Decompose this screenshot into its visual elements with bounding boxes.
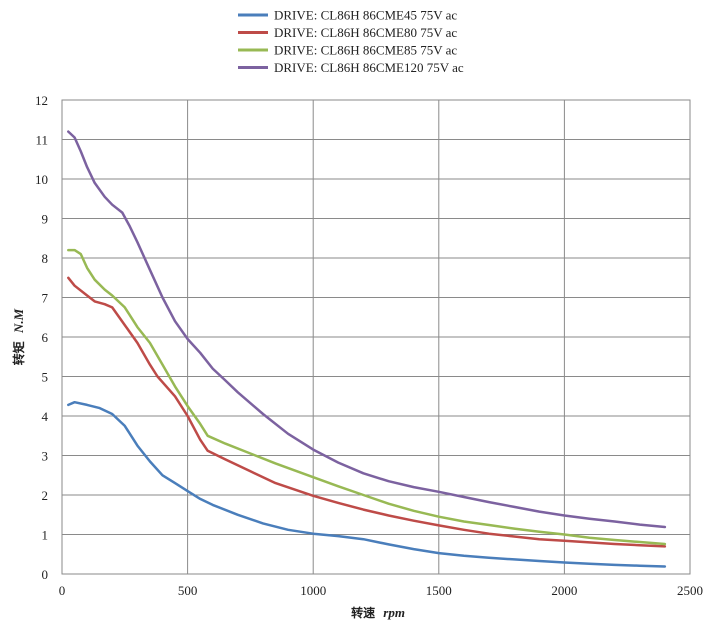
- plot-axes: [61, 99, 691, 575]
- plot-frame: [61, 99, 691, 575]
- x-tick-label: 1000: [300, 583, 326, 598]
- x-axis-title-main: 转速: [351, 605, 375, 620]
- x-tick-label: 0: [59, 583, 66, 598]
- y-tick-label: 10: [35, 172, 48, 187]
- legend-label-2: DRIVE: CL86H 86CME80 75V ac: [274, 25, 457, 40]
- y-tick-label: 7: [42, 291, 49, 306]
- series-line-2: [67, 276, 667, 548]
- series-line-4: [67, 130, 667, 529]
- chart-legend: DRIVE: CL86H 86CME45 75V ac DRIVE: CL86H …: [238, 8, 464, 75]
- x-tick-label: 1500: [426, 583, 452, 598]
- x-tick-label: 500: [178, 583, 198, 598]
- y-tick-label: 11: [35, 133, 48, 148]
- x-axis-title-unit: rpm: [383, 605, 405, 620]
- y-tick-label: 1: [42, 528, 49, 543]
- y-tick-label: 8: [42, 251, 49, 266]
- y-tick-label: 3: [42, 449, 49, 464]
- x-axis-title: 转速 rpm: [351, 605, 405, 620]
- y-axis-title: 转矩 N.M: [11, 308, 26, 365]
- x-tick-label: 2500: [677, 583, 703, 598]
- y-axis-title-main: 转矩: [11, 341, 26, 365]
- y-tick-label: 4: [42, 409, 49, 424]
- y-tick-label: 6: [42, 330, 49, 345]
- series-line-1: [67, 400, 667, 568]
- y-tick-label: 12: [35, 93, 48, 108]
- legend-label-3: DRIVE: CL86H 86CME85 75V ac: [274, 43, 457, 58]
- legend-label-4: DRIVE: CL86H 86CME120 75V ac: [274, 60, 464, 75]
- plot-grid: [61, 99, 691, 575]
- plot-series: [67, 130, 667, 568]
- y-tick-label: 9: [42, 212, 49, 227]
- y-tick-label: 5: [42, 370, 49, 385]
- legend-label-1: DRIVE: CL86H 86CME45 75V ac: [274, 8, 457, 23]
- y-tick-label: 0: [42, 567, 49, 582]
- y-tick-label: 2: [42, 488, 49, 503]
- y-axis-title-unit: N.M: [11, 308, 26, 334]
- x-tick-label: 2000: [551, 583, 577, 598]
- series-line-3: [67, 248, 667, 546]
